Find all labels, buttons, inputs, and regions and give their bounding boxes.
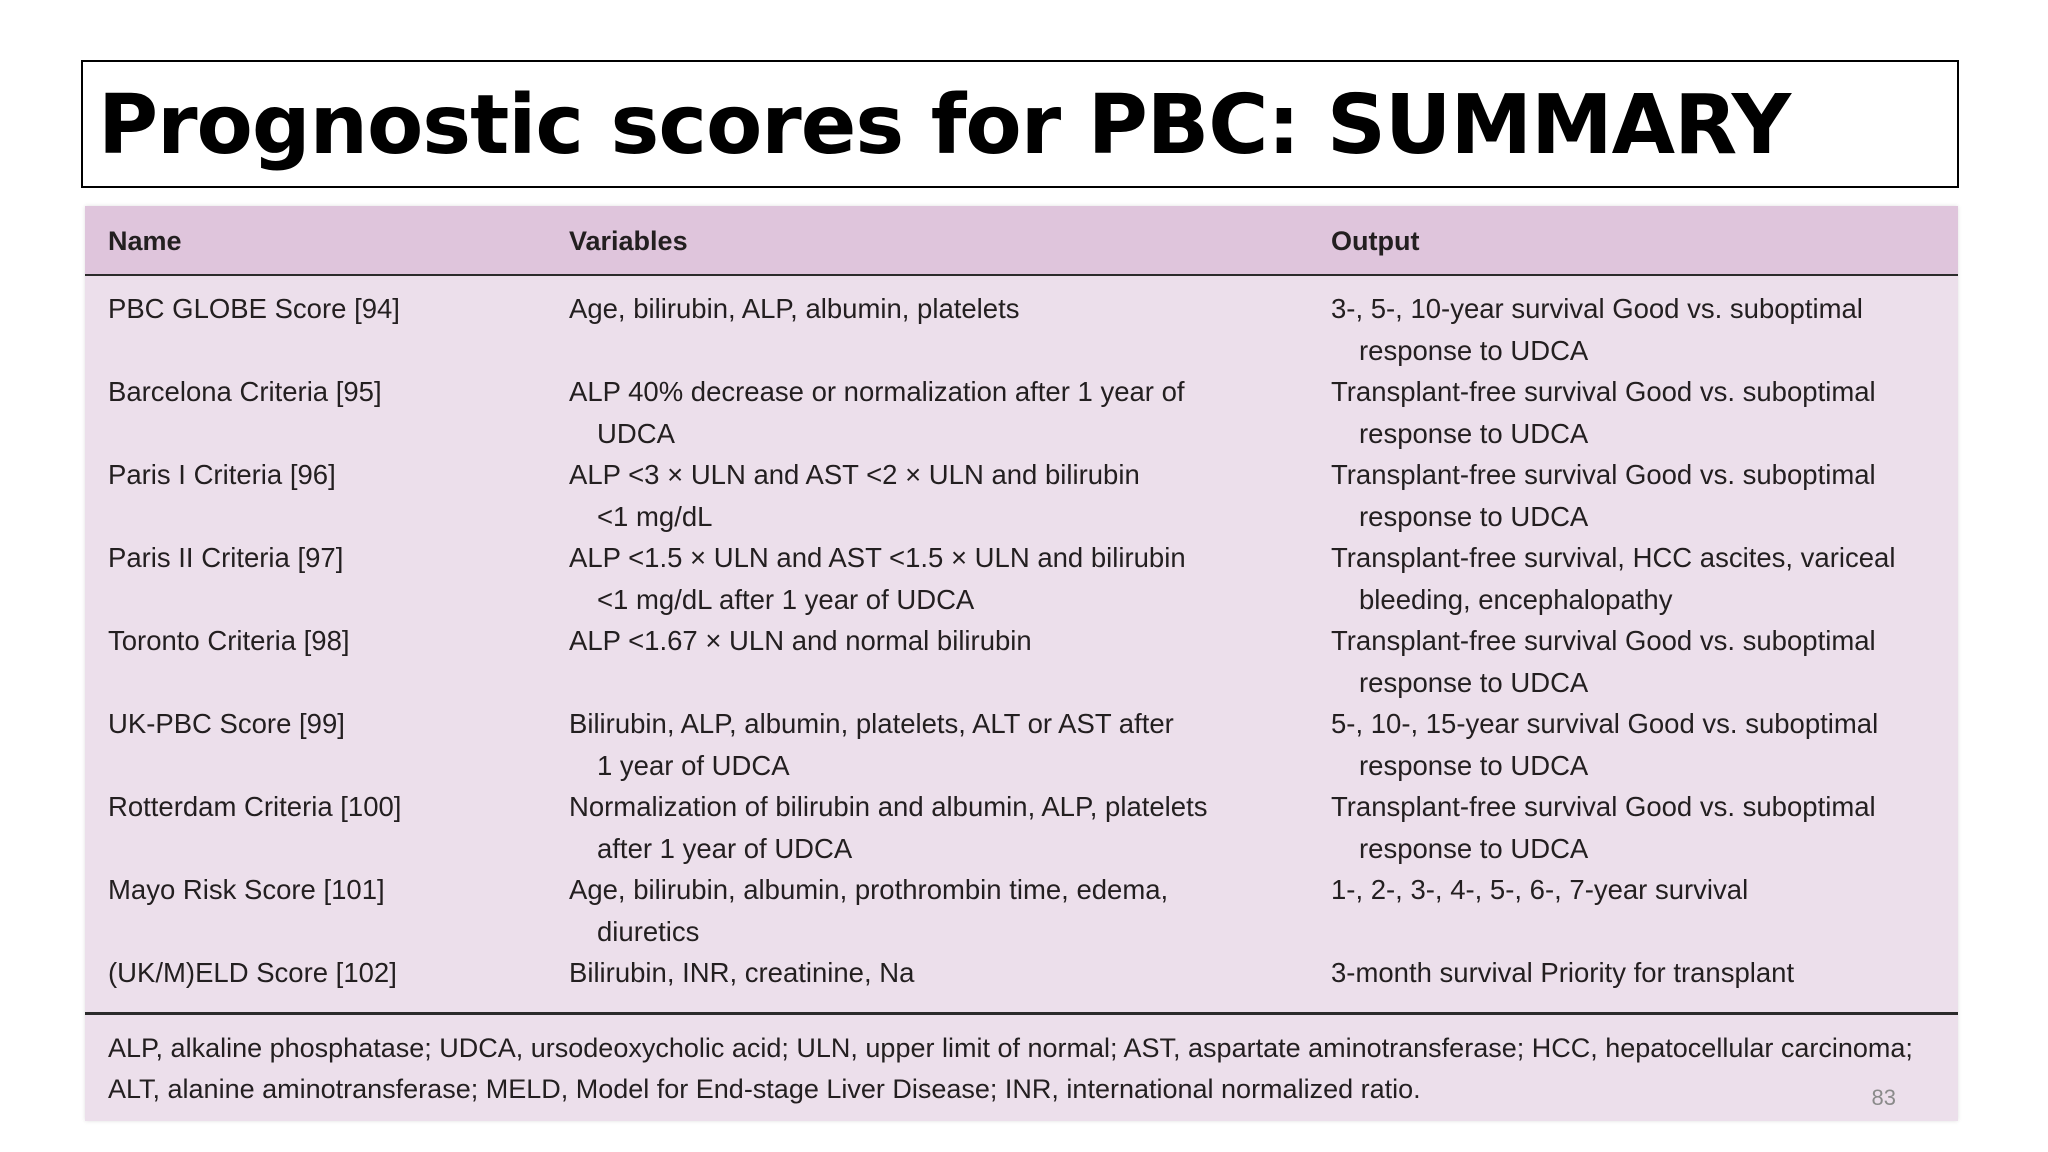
output-line: Transplant-free survival Good vs. subopt… bbox=[1331, 459, 1876, 490]
output-line: 3-month survival Priority for transplant bbox=[1331, 957, 1795, 988]
footnote-line: ALP, alkaline phosphatase; UDCA, ursodeo… bbox=[108, 1033, 1913, 1063]
output-line: response to UDCA bbox=[1359, 666, 1589, 698]
footnote-line: ALT, alanine aminotransferase; MELD, Mod… bbox=[108, 1074, 1421, 1104]
output-line: response to UDCA bbox=[1359, 417, 1589, 449]
table-row: (UK/M)ELD Score [102] Bilirubin, INR, cr… bbox=[85, 950, 1958, 1010]
table-row: Paris II Criteria [97] ALP <1.5 × ULN an… bbox=[85, 535, 1958, 618]
variables-line: Bilirubin, ALP, albumin, platelets, ALT … bbox=[569, 708, 1174, 739]
table-body: PBC GLOBE Score [94] Age, bilirubin, ALP… bbox=[85, 286, 1958, 1010]
table-row: Barcelona Criteria [95] ALP 40% decrease… bbox=[85, 369, 1958, 452]
variables-line: UDCA bbox=[597, 417, 675, 449]
table-row: Rotterdam Criteria [100] Normalization o… bbox=[85, 784, 1958, 867]
title-box: Prognostic scores for PBC: SUMMARY bbox=[81, 60, 1959, 188]
output-line: response to UDCA bbox=[1359, 749, 1589, 781]
variables-line: ALP <1.67 × ULN and normal bilirubin bbox=[569, 625, 1032, 656]
row-variables: Age, bilirubin, ALP, albumin, platelets bbox=[569, 288, 1209, 330]
row-name: PBC GLOBE Score [94] bbox=[108, 293, 400, 324]
row-name: Toronto Criteria [98] bbox=[108, 625, 350, 656]
variables-line: ALP 40% decrease or normalization after … bbox=[569, 376, 1185, 407]
row-variables: ALP <3 × ULN and AST <2 × ULN and biliru… bbox=[569, 454, 1209, 537]
variables-line: <1 mg/dL after 1 year of UDCA bbox=[597, 583, 975, 615]
variables-line: Age, bilirubin, albumin, prothrombin tim… bbox=[569, 874, 1169, 905]
output-line: response to UDCA bbox=[1359, 500, 1589, 532]
row-output: Transplant-free survival Good vs. subopt… bbox=[1331, 371, 1931, 454]
table-row: UK-PBC Score [99] Bilirubin, ALP, albumi… bbox=[85, 701, 1958, 784]
row-variables: Normalization of bilirubin and albumin, … bbox=[569, 786, 1209, 869]
row-output: 3-month survival Priority for transplant bbox=[1331, 952, 1931, 994]
table-footnote: ALP, alkaline phosphatase; UDCA, ursodeo… bbox=[108, 1028, 1948, 1110]
scores-table: Name Variables Output PBC GLOBE Score [9… bbox=[85, 206, 1958, 1121]
row-output: Transplant-free survival Good vs. subopt… bbox=[1331, 786, 1931, 869]
row-variables: Bilirubin, INR, creatinine, Na bbox=[569, 952, 1209, 994]
variables-line: ALP <1.5 × ULN and AST <1.5 × ULN and bi… bbox=[569, 542, 1186, 573]
variables-line: Bilirubin, INR, creatinine, Na bbox=[569, 957, 915, 988]
row-output: 1-, 2-, 3-, 4-, 5-, 6-, 7-year survival bbox=[1331, 869, 1931, 911]
page-number: 83 bbox=[1871, 1085, 1896, 1110]
variables-line: Normalization of bilirubin and albumin, … bbox=[569, 791, 1208, 822]
row-output: Transplant-free survival Good vs. subopt… bbox=[1331, 454, 1931, 537]
variables-line: ALP <3 × ULN and AST <2 × ULN and biliru… bbox=[569, 459, 1140, 490]
header-variables: Variables bbox=[569, 226, 688, 256]
row-output: Transplant-free survival, HCC ascites, v… bbox=[1331, 537, 1931, 620]
table-row: Toronto Criteria [98] ALP <1.67 × ULN an… bbox=[85, 618, 1958, 701]
table-bottom-divider bbox=[85, 1012, 1958, 1015]
header-name: Name bbox=[108, 226, 182, 256]
row-output: 3-, 5-, 10-year survival Good vs. subopt… bbox=[1331, 288, 1931, 371]
row-output: Transplant-free survival Good vs. subopt… bbox=[1331, 620, 1931, 703]
table-row: PBC GLOBE Score [94] Age, bilirubin, ALP… bbox=[85, 286, 1958, 369]
row-variables: Bilirubin, ALP, albumin, platelets, ALT … bbox=[569, 703, 1209, 786]
output-line: response to UDCA bbox=[1359, 832, 1589, 864]
variables-line: <1 mg/dL bbox=[597, 500, 713, 532]
output-line: bleeding, encephalopathy bbox=[1359, 583, 1673, 615]
variables-line: after 1 year of UDCA bbox=[597, 832, 853, 864]
variables-line: diuretics bbox=[597, 915, 700, 947]
row-name: (UK/M)ELD Score [102] bbox=[108, 957, 397, 988]
row-name: Paris I Criteria [96] bbox=[108, 459, 336, 490]
row-name: Rotterdam Criteria [100] bbox=[108, 791, 402, 822]
output-line: response to UDCA bbox=[1359, 334, 1589, 366]
variables-line: 1 year of UDCA bbox=[597, 749, 790, 781]
row-variables: ALP <1.67 × ULN and normal bilirubin bbox=[569, 620, 1209, 662]
row-name: Mayo Risk Score [101] bbox=[108, 874, 385, 905]
output-line: 3-, 5-, 10-year survival Good vs. subopt… bbox=[1331, 293, 1863, 324]
row-variables: ALP 40% decrease or normalization after … bbox=[569, 371, 1209, 454]
slide-title: Prognostic scores for PBC: SUMMARY bbox=[98, 78, 1791, 173]
output-line: 1-, 2-, 3-, 4-, 5-, 6-, 7-year survival bbox=[1331, 874, 1749, 905]
row-output: 5-, 10-, 15-year survival Good vs. subop… bbox=[1331, 703, 1931, 786]
header-output: Output bbox=[1331, 226, 1420, 256]
output-line: 5-, 10-, 15-year survival Good vs. subop… bbox=[1331, 708, 1879, 739]
row-name: Paris II Criteria [97] bbox=[108, 542, 344, 573]
row-name: Barcelona Criteria [95] bbox=[108, 376, 382, 407]
variables-line: Age, bilirubin, ALP, albumin, platelets bbox=[569, 293, 1020, 324]
row-variables: Age, bilirubin, albumin, prothrombin tim… bbox=[569, 869, 1209, 952]
table-row: Mayo Risk Score [101] Age, bilirubin, al… bbox=[85, 867, 1958, 950]
row-variables: ALP <1.5 × ULN and AST <1.5 × ULN and bi… bbox=[569, 537, 1209, 620]
table-row: Paris I Criteria [96] ALP <3 × ULN and A… bbox=[85, 452, 1958, 535]
output-line: Transplant-free survival Good vs. subopt… bbox=[1331, 625, 1876, 656]
output-line: Transplant-free survival, HCC ascites, v… bbox=[1331, 542, 1896, 573]
output-line: Transplant-free survival Good vs. subopt… bbox=[1331, 376, 1876, 407]
output-line: Transplant-free survival Good vs. subopt… bbox=[1331, 791, 1876, 822]
table-header-row: Name Variables Output bbox=[85, 206, 1958, 276]
row-name: UK-PBC Score [99] bbox=[108, 708, 345, 739]
